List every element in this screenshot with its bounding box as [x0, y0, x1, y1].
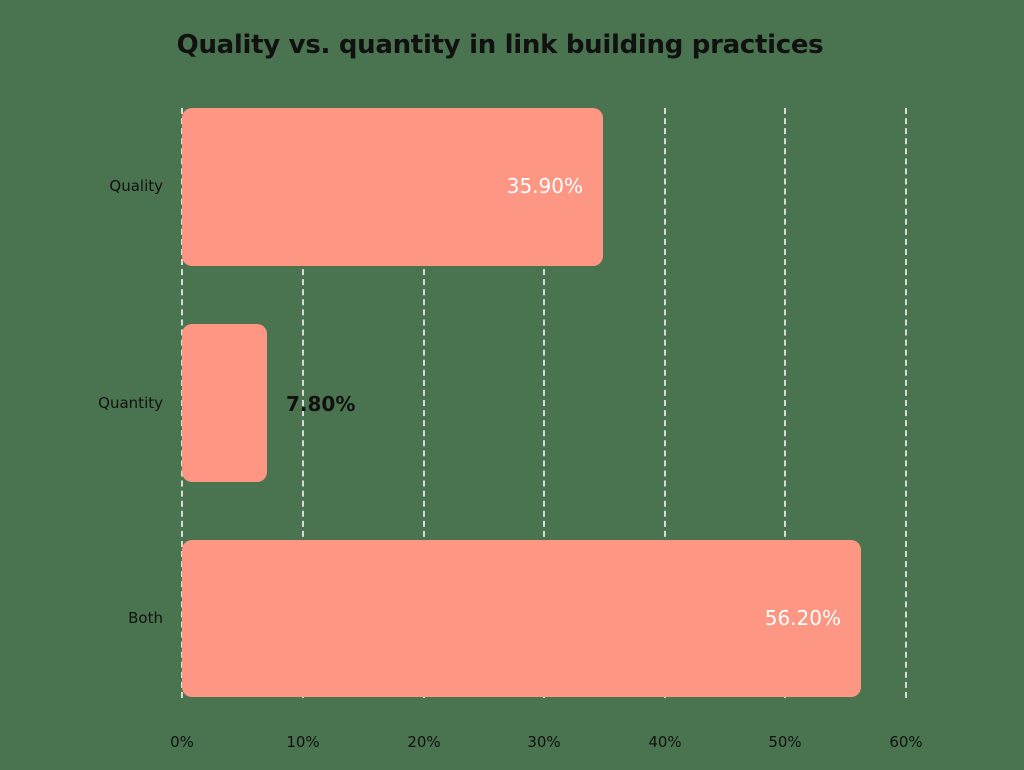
bar-quantity: [182, 324, 267, 482]
x-tick-50: 50%: [768, 733, 802, 751]
bar-label-quantity: 7.80%: [286, 392, 356, 416]
x-tick-20: 20%: [407, 733, 441, 751]
x-tick-10: 10%: [286, 733, 320, 751]
bar-label-both: 56.20%: [764, 606, 841, 630]
gridline-20: [423, 108, 425, 698]
bar-label-quality: 35.90%: [506, 174, 583, 198]
category-label-quality: Quality: [109, 177, 163, 195]
bar-both: [182, 540, 861, 697]
category-label-quantity: Quantity: [98, 394, 163, 412]
x-tick-30: 30%: [527, 733, 561, 751]
gridline-10: [302, 108, 304, 698]
gridline-40: [664, 108, 666, 698]
bar-quality: [182, 108, 603, 266]
x-tick-0: 0%: [170, 733, 194, 751]
chart-title: Quality vs. quantity in link building pr…: [176, 30, 824, 60]
category-label-both: Both: [128, 609, 163, 627]
x-tick-40: 40%: [648, 733, 682, 751]
gridline-50: [784, 108, 786, 698]
x-tick-60: 60%: [889, 733, 923, 751]
plot-area: 35.90% 7.80% 56.20%: [181, 108, 907, 698]
gridline-60: [905, 108, 907, 698]
gridline-30: [543, 108, 545, 698]
